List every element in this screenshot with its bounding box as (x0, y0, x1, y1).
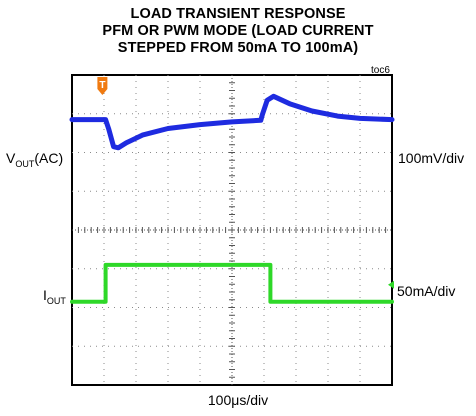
iout-label-sub: OUT (46, 296, 66, 306)
marker-layer: T (97, 77, 108, 95)
trace-vout (69, 93, 395, 151)
vout-label-main: V (6, 150, 16, 166)
trigger-marker-label: T (99, 80, 105, 91)
trigger-marker-icon (97, 77, 108, 95)
iout-channel-label: IOUT (43, 287, 66, 306)
vout-label-suffix: (AC) (34, 150, 64, 166)
trace-layer (69, 93, 395, 304)
scope-grid (71, 74, 393, 386)
chart-title-line-1: LOAD TRANSIENT RESPONSE (130, 6, 346, 22)
timebase-label: 100μs/div (207, 392, 269, 408)
trace-iout (70, 262, 394, 304)
chart-title-line-2: PFM OR PWM MODE (LOAD CURRENT (102, 23, 374, 39)
figure-id: toc6 (371, 65, 390, 76)
iout-label-main: I (43, 287, 47, 303)
iout-scale-label: 50mA/div (397, 283, 456, 299)
ground-marker (388, 280, 394, 289)
vout-scale-label: 100mV/div (398, 150, 465, 166)
chart-title-line-3: STEPPED FROM 50mA TO 100mA) (117, 40, 359, 56)
vout-label-sub: OUT (15, 159, 35, 169)
vout-channel-label: VOUT(AC) (6, 150, 64, 169)
